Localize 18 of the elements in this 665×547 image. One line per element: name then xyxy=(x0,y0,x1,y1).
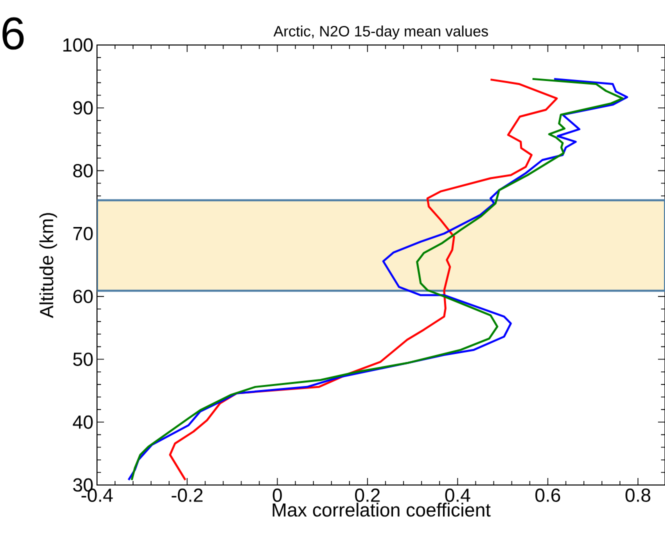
chart-title: Arctic, N2O 15-day mean values xyxy=(273,26,488,40)
y-tick-label: 40 xyxy=(72,415,93,429)
x-tick-label: 0.4 xyxy=(445,488,470,502)
x-tick-label: -0.2 xyxy=(172,488,203,502)
x-tick-label: 0.2 xyxy=(355,488,380,502)
x-axis-title: Max correlation coefficient xyxy=(272,502,491,517)
x-tick-label: 0.8 xyxy=(626,488,650,502)
y-tick-label: 50 xyxy=(73,352,93,366)
text: 6 xyxy=(2,17,24,50)
line-series xyxy=(169,78,558,481)
y-tick-label: 70 xyxy=(73,226,93,240)
x-tick-label: 0 xyxy=(272,488,282,502)
y-tick-label: 60 xyxy=(73,290,93,304)
x-tick-label: 0.6 xyxy=(535,488,560,502)
y-tick-label: 90 xyxy=(73,101,93,115)
y-tick-label: 80 xyxy=(73,164,93,178)
y-axis-title: Altitude (km) xyxy=(39,213,58,318)
y-tick-label: 100 xyxy=(63,38,93,52)
